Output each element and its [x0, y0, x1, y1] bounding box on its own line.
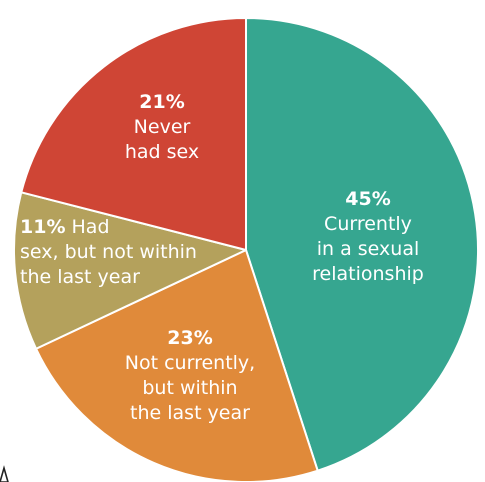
- slice-inline-text: Had: [65, 216, 109, 238]
- pie-slice-currently: [245, 17, 480, 472]
- slice-text-line: Currently: [324, 213, 412, 235]
- slice-label-currently: 45% Currently in a sexual relationship: [312, 188, 424, 285]
- pie-slice-had-sex-not-last-year: [13, 191, 247, 350]
- slice-text-line: had sex: [125, 141, 199, 163]
- slice-text-line: but within: [142, 377, 237, 399]
- slice-percent-line: 11% Had: [20, 216, 110, 238]
- slice-percent: 23%: [167, 327, 212, 349]
- slice-percent: 45%: [345, 188, 390, 210]
- pie-slice-never: [20, 17, 247, 251]
- slice-percent: 21%: [139, 91, 184, 113]
- slice-percent: 11%: [20, 216, 65, 238]
- pie-slice-not-currently: [35, 249, 319, 482]
- slice-label-never: 21% Never had sex: [125, 91, 199, 163]
- slice-text-line: Never: [134, 116, 191, 138]
- pie-labels: 45% Currently in a sexual relationship 23% No…: [20, 91, 424, 424]
- slice-label-not-currently: 23% Not currently, but within the last year: [125, 327, 255, 424]
- slice-label-had-sex-not-last-year: 11% Had sex, but not within the last year: [20, 216, 197, 288]
- slice-text-line: the last year: [20, 266, 140, 288]
- slice-text-line: sex, but not within: [20, 241, 197, 263]
- slice-text-line: Not currently,: [125, 352, 255, 374]
- slice-text-line: the last year: [130, 402, 250, 424]
- corner-mark: [0, 462, 12, 482]
- slice-text-line: relationship: [312, 263, 424, 285]
- pie-slices: [13, 17, 480, 482]
- slice-text-line: in a sexual: [317, 238, 420, 260]
